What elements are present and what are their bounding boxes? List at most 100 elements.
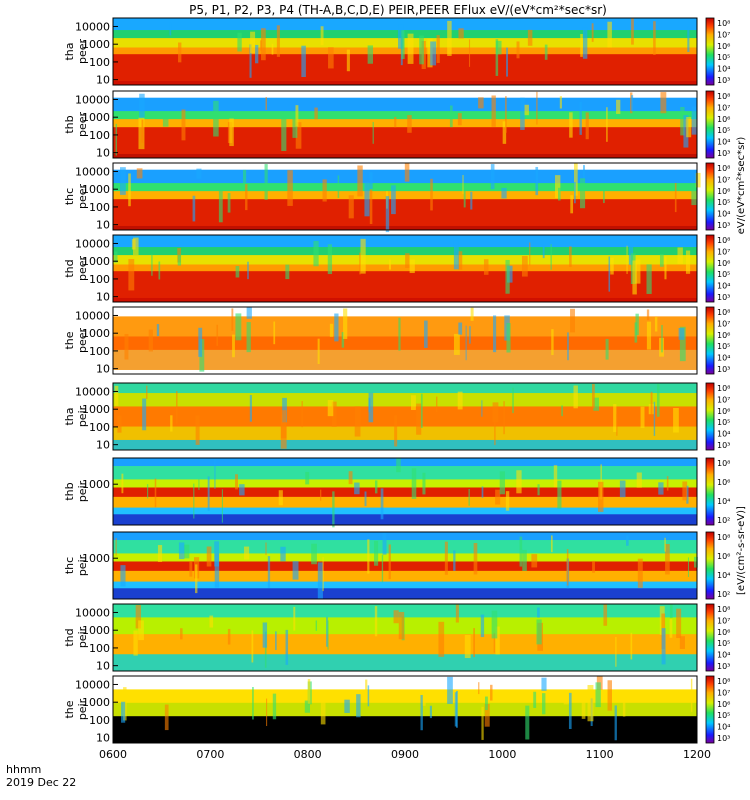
spectrogram-streak <box>244 546 250 560</box>
spectrogram-streak <box>430 41 437 66</box>
spectrogram-streak <box>635 313 639 336</box>
colorbar-tick-label: 10⁶ <box>717 700 730 709</box>
spectrogram-band <box>113 702 697 717</box>
spectrogram-streak <box>407 115 412 133</box>
spectrogram-streak <box>232 334 235 358</box>
colorbar <box>705 234 715 303</box>
spectrogram-streak <box>307 679 311 704</box>
y-tick-label: 100 <box>89 273 110 286</box>
spectrogram-streak <box>141 119 144 143</box>
spectrogram-streak <box>374 480 378 494</box>
spectrogram-streak <box>458 251 463 270</box>
y-tick-label: 100 <box>89 345 110 358</box>
spectrogram-streak <box>686 117 692 138</box>
spectrogram-streak <box>424 320 428 348</box>
spectrogram-streak <box>252 687 254 720</box>
spectrogram-streak <box>691 190 697 206</box>
spectrogram-band <box>113 532 697 541</box>
colorbar-tick-label: 10⁴ <box>717 354 730 363</box>
colorbar-units-label: [eV/(cm²-s-sr-eV)] <box>736 506 747 595</box>
spectrogram-streak <box>301 401 303 428</box>
colorbar-tick-label: 10⁶ <box>717 187 730 196</box>
y-tick-label: 10000 <box>75 93 110 106</box>
panel-ylabel-probe: tha <box>63 42 76 60</box>
spectrogram-streak <box>630 632 633 660</box>
spectrogram-streak <box>260 40 262 51</box>
y-tick-label: 10000 <box>75 309 110 322</box>
spectrogram-streak <box>536 91 538 125</box>
colorbar <box>705 603 715 672</box>
spectrogram-streak <box>430 178 433 211</box>
spectrogram-streak <box>495 489 501 505</box>
spectrogram-streak <box>287 170 293 206</box>
spectrogram-streak <box>264 631 267 668</box>
colorbar-tick-label: 10⁷ <box>717 688 730 697</box>
spectrogram-streak <box>411 468 417 499</box>
colorbar-tick-label: 10⁷ <box>717 103 730 112</box>
panel-frame <box>112 234 698 303</box>
y-tick-label: 10 <box>96 291 110 304</box>
spectrogram-streak <box>393 610 399 624</box>
colorbar-tick-label: 10⁵ <box>717 711 730 720</box>
spectrogram-streak <box>292 561 299 580</box>
spectrogram-streak <box>570 195 574 214</box>
spectrogram-streak <box>317 562 323 600</box>
spectrogram-streak <box>131 239 136 250</box>
y-tick-label: 10000 <box>75 237 110 250</box>
panel-frame <box>112 306 698 375</box>
spectrogram-streak <box>503 401 505 435</box>
panel-ylabel-probe: thc <box>63 557 76 574</box>
y-tick-label: 10 <box>96 147 110 160</box>
spectrogram-streak <box>369 189 373 225</box>
colorbar-tick-label: 10⁵ <box>717 53 730 62</box>
spectrogram-streak <box>139 93 145 118</box>
spectrogram-streak <box>276 25 280 57</box>
panel-frame <box>112 531 698 600</box>
spectrogram-band <box>113 111 697 120</box>
spectrogram-streak <box>502 121 507 144</box>
y-tick-label: 100 <box>89 129 110 142</box>
spectrogram-streak <box>151 254 153 276</box>
spectrogram-streak <box>367 539 370 574</box>
spectrogram-streak <box>329 323 334 337</box>
colorbar-units-label-electron: eV/(eV*cm²*sec*sr) <box>736 137 747 235</box>
spectrogram-streak <box>327 620 329 650</box>
spectrogram-streak <box>295 122 302 149</box>
colorbar <box>705 90 715 159</box>
spectrogram-streak <box>574 163 578 196</box>
spectrogram-streak <box>595 682 601 708</box>
spectrogram-streak <box>407 33 414 64</box>
spectrogram-streak <box>592 560 595 573</box>
y-tick-label: 100 <box>89 421 110 434</box>
spectrogram-streak <box>293 606 296 631</box>
spectrogram-streak <box>481 706 484 740</box>
colorbar-tick-label: 10⁶ <box>717 259 730 268</box>
spectrogram-streak <box>313 241 319 267</box>
spectrogram-streak <box>360 238 366 274</box>
spectrogram-streak <box>214 553 220 588</box>
spectrogram-streak <box>613 404 617 433</box>
spectrogram-streak <box>608 256 611 292</box>
spectrogram-streak <box>582 27 588 59</box>
spectrogram-streak <box>585 112 589 140</box>
spectrogram-streak <box>468 488 470 506</box>
spectrogram-streak <box>685 250 691 274</box>
panel-frame <box>112 457 698 526</box>
spectrogram-streak <box>553 465 558 488</box>
spectrogram-streak <box>626 535 629 546</box>
spectrogram-streak <box>569 112 573 138</box>
panel-ylabel-species: peir <box>76 626 89 648</box>
colorbar-tick-label: 10⁴ <box>717 497 730 506</box>
y-tick-label: 1000 <box>82 255 110 268</box>
spectrogram-streak <box>664 537 666 552</box>
colorbar-tick-label: 10⁸ <box>717 533 730 542</box>
spectrogram-streak <box>512 387 514 414</box>
spectrogram-streak <box>420 393 423 428</box>
spectrogram-streak <box>249 395 252 422</box>
spectrogram-streak <box>128 259 135 291</box>
y-tick-label: 100 <box>89 714 110 727</box>
spectrogram-streak <box>573 385 578 409</box>
spectrogram-streak <box>180 628 183 640</box>
spectrogram-streak <box>481 400 483 417</box>
spectrogram-band <box>113 54 697 82</box>
